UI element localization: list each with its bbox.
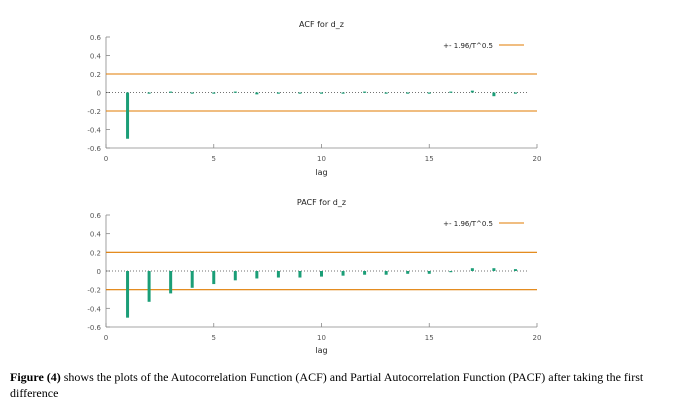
- chart2-x-tick-label: 10: [317, 334, 326, 342]
- chart2-x-tick-label: 15: [425, 334, 434, 342]
- chart1-bar-lag-15: [427, 92, 431, 94]
- chart2-bar-lag-3: [169, 271, 173, 294]
- chart1-y-tick-label: 0: [97, 90, 101, 98]
- chart1-y-tick-label: 0.4: [90, 53, 102, 61]
- chart2-bar-lag-1: [126, 271, 130, 318]
- figure-label: Figure (4): [10, 370, 61, 384]
- chart2-x-tick-label: 0: [104, 334, 108, 342]
- chart2-bar-lag-12: [363, 271, 367, 275]
- caption-text: shows the plots of the Autocorrelation F…: [10, 370, 644, 400]
- chart2-bar-lag-6: [233, 271, 237, 281]
- chart1-title: ACF for d_z: [299, 20, 344, 29]
- chart1-bar-lag-9: [298, 92, 302, 94]
- chart1-y-tick-label: -0.6: [87, 145, 101, 153]
- chart2-bar-lag-14: [406, 271, 410, 274]
- acf-pacf-figure: ACF for d_z0.60.40.20-0.2-0.4-0.60 5 10 15 2…: [87, 20, 541, 355]
- chart1-bar-lag-16: [449, 91, 453, 93]
- chart1-bar-lag-11: [341, 92, 345, 94]
- chart2-x-label: lag: [315, 346, 327, 355]
- chart2-y-tick-label: 0.4: [90, 231, 102, 239]
- chart2-bar-lag-9: [298, 271, 302, 278]
- chart1-bar-lag-6: [233, 91, 237, 93]
- chart2-bar-lag-18: [492, 268, 496, 271]
- chart1-bar-lag-1: [126, 92, 130, 139]
- chart2-bar-lag-11: [341, 271, 345, 276]
- chart1-bar-lag-19: [513, 92, 517, 94]
- chart1-bar-lag-10: [320, 92, 323, 94]
- chart2-x-tick-label: 5: [212, 334, 216, 342]
- chart2-y-tick-label: -0.4: [87, 305, 101, 313]
- chart1-bar-lag-8: [276, 92, 280, 94]
- chart1-bar-lag-14: [406, 92, 410, 94]
- chart2-bar-lag-17: [470, 268, 474, 271]
- chart2-bar-lag-15: [427, 271, 431, 274]
- chart1-bar-lag-17: [470, 90, 474, 93]
- chart1-x-tick-label: 0: [104, 155, 108, 163]
- chart1-x-tick-label: 15: [425, 155, 434, 163]
- chart1-bar-lag-3: [169, 91, 173, 93]
- chart2-x-tick-label: 20: [533, 334, 542, 342]
- chart2-y-tick-label: -0.6: [87, 324, 101, 332]
- chart1-bar-lag-7: [255, 92, 259, 95]
- chart2-y-tick-label: 0.6: [90, 212, 102, 220]
- chart1-y-tick-label: 0.2: [90, 71, 101, 79]
- chart2-bar-lag-13: [384, 271, 388, 275]
- chart1-bar-lag-2: [147, 92, 151, 94]
- chart2-y-tick-label: 0: [97, 268, 101, 276]
- chart2-bar-lag-10: [320, 271, 323, 277]
- chart2-bar-lag-4: [190, 271, 194, 288]
- chart2-y-tick-label: 0.2: [90, 249, 101, 257]
- figure-caption: Figure (4) shows the plots of the Autoco…: [10, 369, 682, 401]
- chart1-y-tick-label: -0.2: [87, 108, 101, 116]
- chart2-bar-lag-7: [255, 271, 259, 279]
- chart2-y-tick-label: -0.2: [87, 287, 101, 295]
- chart1-x-tick-label: 20: [533, 155, 542, 163]
- chart1-y-tick-label: 0.6: [90, 34, 102, 42]
- chart1-bar-lag-4: [190, 92, 194, 94]
- chart2-bar-lag-2: [147, 271, 151, 302]
- chart1-y-tick-label: -0.4: [87, 127, 101, 135]
- chart2-panel: PACF for d_z0.60.40.20-0.2-0.4-0.60 5 10 15…: [87, 198, 541, 355]
- chart2-bar-lag-16: [449, 271, 453, 273]
- chart1-x-tick-label: 10: [317, 155, 326, 163]
- chart1-bar-lag-12: [363, 91, 367, 93]
- chart2-legend-label: +- 1.96/T^0.5: [443, 220, 493, 228]
- chart2-bar-lag-8: [276, 271, 280, 278]
- chart1-legend-label: +- 1.96/T^0.5: [443, 42, 493, 50]
- chart1-x-tick-label: 5: [212, 155, 216, 163]
- chart1-bar-lag-18: [492, 92, 496, 97]
- chart1-panel: ACF for d_z0.60.40.20-0.2-0.4-0.60 5 10 15 2…: [87, 20, 541, 177]
- chart1-x-label: lag: [315, 168, 327, 177]
- chart1-bar-lag-13: [384, 92, 388, 94]
- chart2-title: PACF for d_z: [297, 198, 346, 207]
- chart2-bar-lag-19: [513, 269, 517, 271]
- chart1-bar-lag-5: [212, 92, 216, 94]
- chart2-bar-lag-5: [212, 271, 216, 285]
